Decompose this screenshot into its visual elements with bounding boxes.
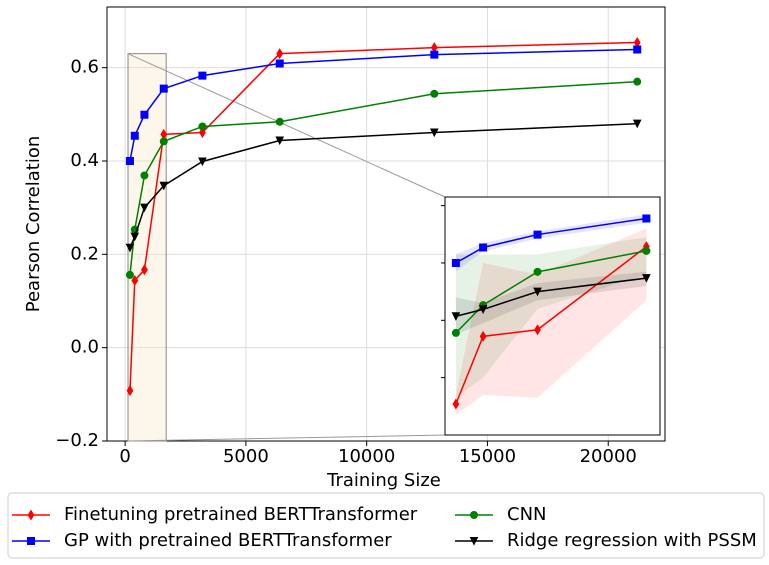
marker [478, 305, 488, 315]
legend-label: CNN [507, 504, 547, 525]
marker [130, 131, 139, 140]
x-tick-label: 15000 [459, 446, 516, 467]
marker [533, 267, 542, 276]
error-band [455, 237, 647, 398]
y-tick-label: 0.0 [70, 337, 99, 358]
marker [130, 232, 140, 242]
marker [275, 117, 284, 126]
series-line [455, 277, 647, 318]
marker [632, 119, 642, 129]
marker [479, 243, 488, 252]
y-tick-label: 0.2 [70, 243, 99, 264]
inset [441, 196, 661, 436]
marker [633, 77, 642, 86]
plot-frame [106, 6, 666, 442]
marker [533, 287, 542, 297]
series-line [129, 122, 638, 249]
y-tick-label: −0.2 [55, 430, 99, 451]
marker [275, 59, 284, 68]
connector [128, 434, 446, 442]
x-axis-label: Training Size [326, 470, 441, 491]
legend-marker [470, 511, 478, 519]
series-line [129, 48, 638, 162]
marker [198, 157, 207, 167]
marker [533, 230, 542, 239]
legend-label: GP with pretrained BERTTransformer [64, 530, 392, 551]
marker [642, 214, 651, 223]
marker [125, 157, 134, 165]
marker [141, 264, 148, 276]
marker [275, 136, 285, 146]
marker [451, 258, 460, 267]
marker [125, 270, 134, 279]
marker [642, 246, 651, 255]
marker [642, 274, 651, 283]
inset-bg [444, 196, 661, 436]
marker [131, 274, 139, 286]
marker [159, 137, 168, 146]
marker [198, 122, 207, 131]
marker [140, 171, 149, 180]
legend-marker [469, 537, 479, 546]
legend-marker [27, 537, 35, 545]
marker [479, 330, 487, 342]
error-band [455, 228, 647, 415]
marker [430, 128, 439, 138]
inset-plot [451, 214, 651, 415]
marker [126, 385, 134, 397]
y-tick-label: 0.4 [70, 150, 99, 171]
marker [451, 312, 461, 321]
marker [199, 127, 206, 139]
series-line [455, 250, 647, 334]
legend-label: Finetuning pretrained BERTTransformer [64, 504, 418, 525]
marker [125, 243, 135, 253]
error-band [455, 214, 647, 272]
marker [452, 398, 460, 410]
connector [127, 53, 446, 198]
marker [534, 324, 541, 336]
x-tick-label: 10000 [338, 446, 395, 467]
marker [159, 181, 169, 191]
y-tick-label: 0.6 [70, 57, 99, 78]
legend-marker [27, 509, 35, 521]
x-tick-label: 20000 [580, 446, 637, 467]
series-line [455, 246, 647, 405]
marker [451, 328, 460, 337]
error-band [455, 271, 647, 335]
marker [140, 203, 149, 213]
marker [140, 110, 149, 119]
series-line [455, 217, 647, 264]
y-axis-label: Pearson Correlation [23, 136, 44, 313]
x-tick-label: 0 [119, 446, 130, 467]
marker [198, 71, 207, 80]
marker [430, 50, 439, 59]
marker [159, 84, 168, 93]
marker [633, 45, 642, 54]
series-line [129, 80, 638, 275]
legend-label: Ridge regression with PSSM [507, 530, 757, 551]
x-tick-label: 5000 [223, 446, 269, 467]
legend-box [7, 492, 765, 559]
marker [276, 48, 284, 60]
marker [430, 89, 439, 98]
